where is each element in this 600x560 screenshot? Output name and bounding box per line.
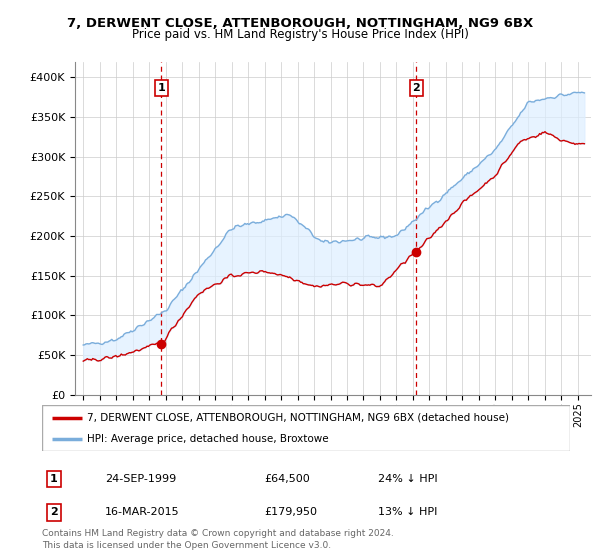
Text: HPI: Average price, detached house, Broxtowe: HPI: Average price, detached house, Brox… [87,435,329,444]
Text: £179,950: £179,950 [264,507,317,517]
Text: 13% ↓ HPI: 13% ↓ HPI [378,507,437,517]
Text: 7, DERWENT CLOSE, ATTENBOROUGH, NOTTINGHAM, NG9 6BX (detached house): 7, DERWENT CLOSE, ATTENBOROUGH, NOTTINGH… [87,413,509,423]
Text: 1: 1 [157,83,165,94]
Text: Contains HM Land Registry data © Crown copyright and database right 2024.
This d: Contains HM Land Registry data © Crown c… [42,529,394,550]
Text: 2: 2 [50,507,58,517]
FancyBboxPatch shape [42,405,570,451]
Text: 1: 1 [50,474,58,484]
Text: 2: 2 [413,83,420,94]
Text: 16-MAR-2015: 16-MAR-2015 [105,507,179,517]
Text: Price paid vs. HM Land Registry's House Price Index (HPI): Price paid vs. HM Land Registry's House … [131,28,469,41]
Text: 24-SEP-1999: 24-SEP-1999 [105,474,176,484]
Text: £64,500: £64,500 [264,474,310,484]
Text: 24% ↓ HPI: 24% ↓ HPI [378,474,437,484]
Text: 7, DERWENT CLOSE, ATTENBOROUGH, NOTTINGHAM, NG9 6BX: 7, DERWENT CLOSE, ATTENBOROUGH, NOTTINGH… [67,17,533,30]
